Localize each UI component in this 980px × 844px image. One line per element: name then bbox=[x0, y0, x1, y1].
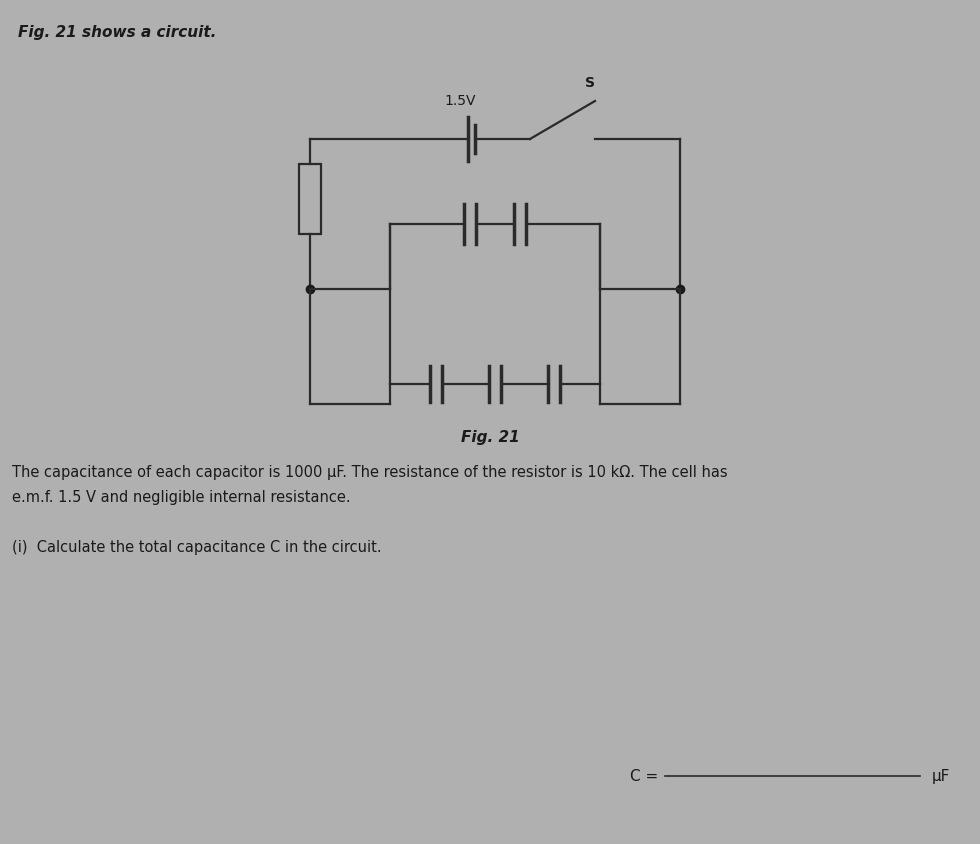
Text: μF: μF bbox=[932, 769, 951, 783]
Text: C =: C = bbox=[630, 769, 659, 783]
Text: Fig. 21 shows a circuit.: Fig. 21 shows a circuit. bbox=[18, 25, 217, 40]
Text: S: S bbox=[585, 76, 595, 90]
Text: Fig. 21: Fig. 21 bbox=[461, 430, 519, 445]
Text: The capacitance of each capacitor is 1000 μF. The resistance of the resistor is : The capacitance of each capacitor is 100… bbox=[12, 464, 727, 479]
Text: e.m.f. 1.5 V and negligible internal resistance.: e.m.f. 1.5 V and negligible internal res… bbox=[12, 490, 351, 505]
Bar bbox=[299, 165, 321, 235]
Text: (i)  Calculate the total capacitance C in the circuit.: (i) Calculate the total capacitance C in… bbox=[12, 539, 381, 555]
Text: 1.5V: 1.5V bbox=[444, 94, 475, 108]
